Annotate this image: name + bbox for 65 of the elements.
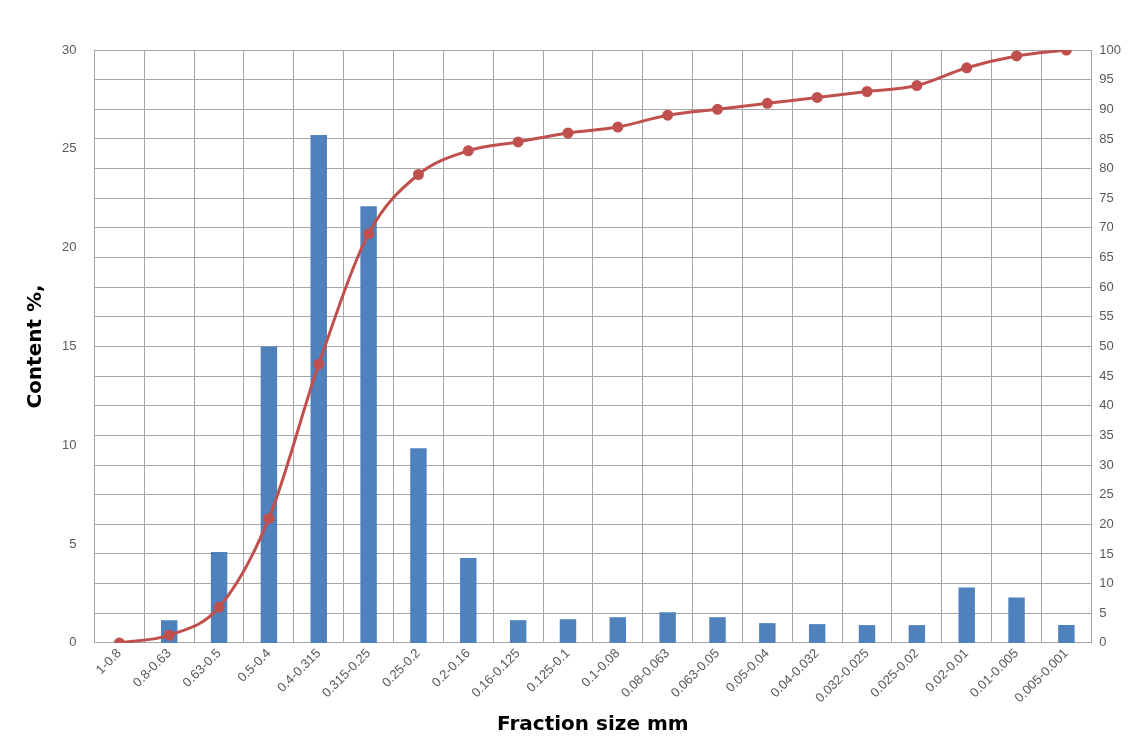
y-tick-label: 25 bbox=[61, 140, 77, 156]
point bbox=[562, 127, 574, 139]
y2-tick-label: 90 bbox=[1099, 100, 1114, 116]
y2-tick-label: 35 bbox=[1099, 426, 1114, 442]
bar bbox=[958, 587, 975, 643]
y2-tick-label: 55 bbox=[1099, 308, 1114, 324]
bar bbox=[908, 625, 926, 643]
y2-tick-label: 100 bbox=[1099, 41, 1122, 57]
bar bbox=[858, 625, 876, 643]
bar bbox=[509, 620, 527, 643]
y2-tick-label: 30 bbox=[1099, 456, 1114, 472]
bar bbox=[1058, 625, 1075, 643]
y-axis-title: Content %, bbox=[22, 284, 47, 409]
y2-tick-label: 5 bbox=[1099, 604, 1107, 620]
bar bbox=[808, 624, 826, 643]
point bbox=[1011, 50, 1023, 62]
point bbox=[961, 62, 973, 74]
y-tick-label: 0 bbox=[69, 634, 77, 650]
bar bbox=[659, 612, 676, 643]
y2-tick-label: 25 bbox=[1099, 486, 1114, 502]
y2-tick-label: 0 bbox=[1099, 634, 1107, 650]
y2-tick-label: 95 bbox=[1099, 71, 1114, 87]
y2-tick-label: 80 bbox=[1099, 160, 1114, 176]
point bbox=[263, 512, 275, 524]
y-tick-label: 20 bbox=[61, 239, 77, 255]
y2-tick-label: 15 bbox=[1099, 545, 1114, 561]
y-tick-label: 5 bbox=[69, 535, 77, 551]
bar bbox=[260, 346, 278, 643]
point bbox=[761, 97, 773, 109]
point bbox=[711, 103, 723, 115]
y2-tick-label: 65 bbox=[1099, 249, 1114, 265]
point bbox=[861, 86, 873, 97]
y2-tick-label: 60 bbox=[1099, 278, 1114, 294]
bar bbox=[609, 617, 627, 643]
point bbox=[462, 145, 474, 157]
point bbox=[512, 136, 524, 148]
y2-tick-label: 70 bbox=[1099, 219, 1114, 235]
y2-tick-label: 45 bbox=[1099, 367, 1114, 383]
y-tick-label: 10 bbox=[61, 436, 77, 452]
point bbox=[313, 358, 325, 370]
point bbox=[911, 80, 923, 92]
x-axis-title: Fraction size mm bbox=[497, 711, 689, 736]
bar bbox=[759, 623, 776, 643]
point bbox=[213, 601, 225, 613]
bar bbox=[210, 551, 228, 643]
bar bbox=[410, 448, 427, 643]
y-tick-label: 30 bbox=[61, 41, 77, 57]
y2-tick-label: 50 bbox=[1099, 338, 1114, 354]
bar bbox=[709, 617, 726, 643]
point bbox=[412, 169, 424, 181]
y-tick-label: 15 bbox=[61, 338, 77, 354]
y2-tick-label: 85 bbox=[1099, 130, 1114, 146]
y2-tick-label: 20 bbox=[1099, 515, 1114, 531]
bar bbox=[559, 619, 577, 643]
bar bbox=[1008, 597, 1025, 643]
bar bbox=[460, 557, 477, 643]
point bbox=[811, 91, 823, 103]
bar bbox=[360, 206, 377, 643]
y2-tick-label: 40 bbox=[1099, 397, 1114, 413]
y2-tick-label: 75 bbox=[1099, 189, 1114, 205]
point bbox=[662, 109, 674, 121]
point bbox=[363, 228, 375, 240]
bar bbox=[310, 134, 327, 643]
point bbox=[612, 121, 624, 133]
y2-tick-label: 10 bbox=[1099, 575, 1114, 591]
